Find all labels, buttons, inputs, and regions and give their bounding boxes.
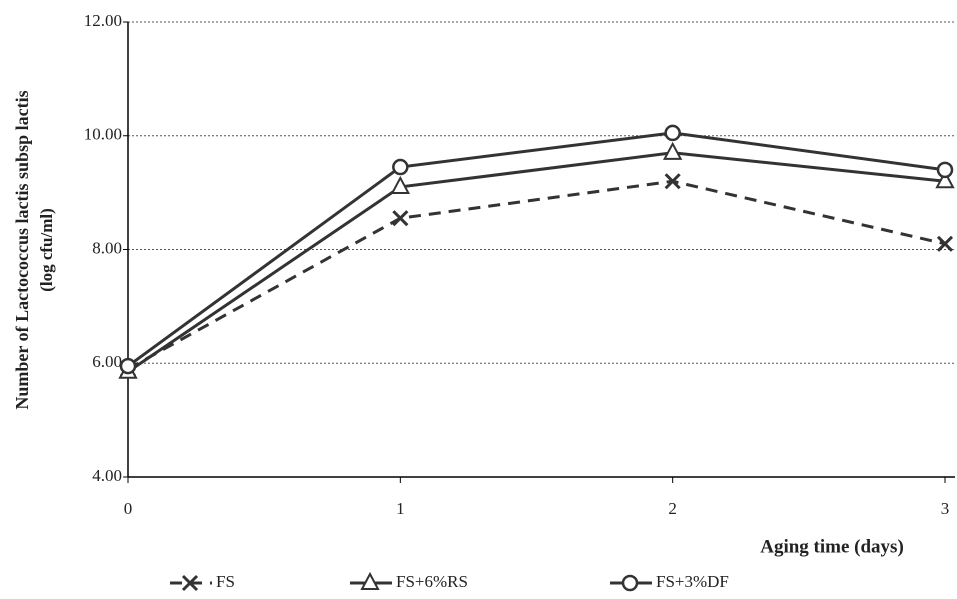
legend-label: FS+3%DF bbox=[656, 572, 729, 591]
y-tick-label: 4.00 bbox=[92, 466, 122, 485]
legend-label: FS bbox=[216, 572, 235, 591]
y-tick-label: 6.00 bbox=[92, 352, 122, 371]
data-point bbox=[935, 170, 955, 189]
x-axis-label: Aging time (days) bbox=[760, 536, 904, 557]
legend-marker bbox=[621, 574, 639, 592]
series-line bbox=[127, 131, 946, 368]
x-tick-label: 3 bbox=[941, 499, 950, 518]
data-point bbox=[119, 357, 137, 375]
x-tick-label: 0 bbox=[124, 499, 133, 518]
x-tick-label: 1 bbox=[396, 499, 405, 518]
data-point bbox=[936, 235, 954, 252]
y-axis-label: (log cfu/ml) bbox=[37, 208, 56, 292]
y-axis-label: Number of Lactococcus lactis subsp lacti… bbox=[12, 90, 32, 409]
data-point bbox=[936, 161, 954, 179]
y-tick-label: 8.00 bbox=[92, 238, 122, 257]
data-point bbox=[664, 124, 681, 142]
y-tick-label: 12.00 bbox=[84, 11, 122, 30]
data-point bbox=[663, 141, 683, 160]
series-line bbox=[127, 179, 946, 371]
legend-marker bbox=[360, 571, 380, 590]
x-tick-label: 2 bbox=[668, 499, 677, 518]
data-point bbox=[664, 173, 681, 190]
series-line bbox=[127, 151, 946, 374]
data-point bbox=[392, 158, 409, 176]
y-tick-label: 10.00 bbox=[84, 125, 122, 144]
data-point bbox=[392, 210, 409, 227]
legend-marker bbox=[181, 574, 199, 592]
data-point bbox=[390, 175, 410, 194]
legend-label: FS+6%RS bbox=[396, 572, 468, 591]
